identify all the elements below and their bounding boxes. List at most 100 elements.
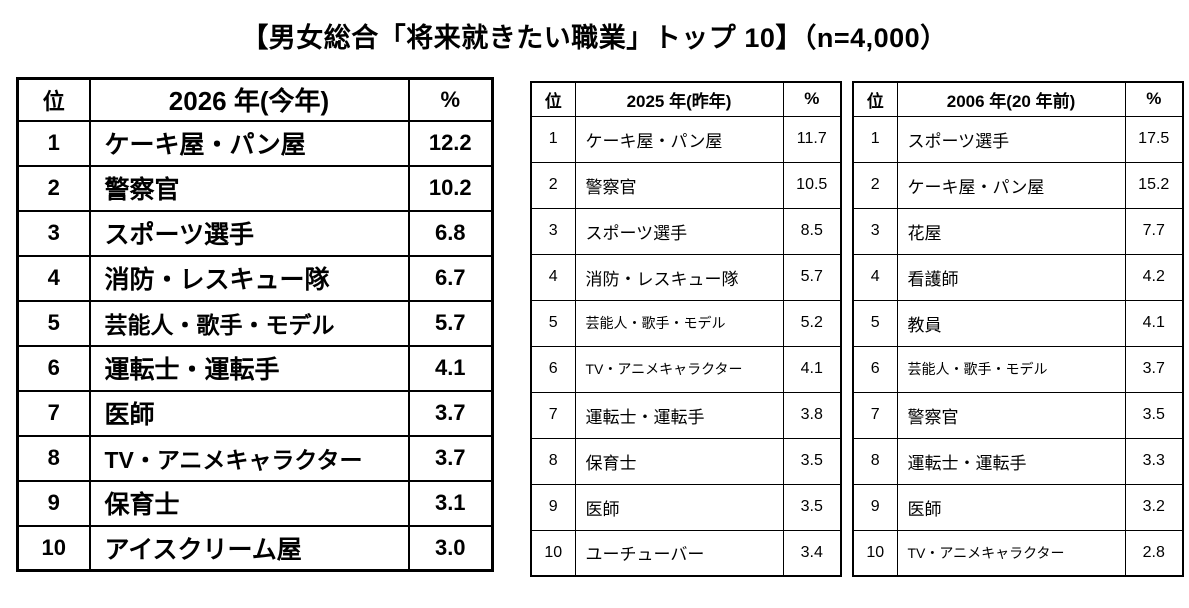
page-title: 【男女総合「将来就きたい職業」トップ 10】（n=4,000） [241,23,948,53]
table-row: 2 警察官 10.2 [16,164,494,212]
table-row: 1 ケーキ屋・パン屋 12.2 [16,119,494,167]
table-row: 7 医師 3.7 [16,389,494,437]
percent-cell: 3.3 [1124,437,1184,485]
rank-cell: 2 [852,161,898,209]
rank-cell: 8 [530,437,576,485]
rank-cell: 10 [852,529,898,577]
occupation-cell: スポーツ選手 [574,207,784,255]
occupation-cell: 医師 [88,389,410,437]
table-row: 6 TV・アニメキャラクター 4.1 [530,345,842,393]
tables-row: 位 2026 年(今年)% 1 ケーキ屋・パン屋 12.2 2 警察官 10.2 3 スポーツ選手… [0,77,1189,577]
occupation-cell: ユーチューバー [574,529,784,577]
occupation-cell: 看護師 [896,253,1126,301]
rank-cell: 3 [852,207,898,255]
table-2025: 位 2025 年(昨年)% 1 ケーキ屋・パン屋 11.7 2 警察官 10.5 3 スポーツ選手… [530,81,842,577]
rank-cell: 10 [16,524,91,572]
percent-cell: 3.5 [782,437,842,485]
percent-cell: 3.7 [1124,345,1184,393]
rank-cell: 5 [16,299,91,347]
rank-cell: 2 [530,161,576,209]
rank-header: 位 [530,81,576,117]
table-row: 8 TV・アニメキャラクター 3.7 [16,434,494,482]
percent-cell: 3.2 [1124,483,1184,531]
rank-cell: 7 [852,391,898,439]
rank-cell: 8 [16,434,91,482]
rank-cell: 9 [16,479,91,527]
rank-cell: 10 [530,529,576,577]
percent-cell: 8.5 [782,207,842,255]
percent-cell: 4.2 [1124,253,1184,301]
percent-cell: 2.8 [1124,529,1184,577]
header-row: 位 2025 年(昨年)% [530,81,842,117]
table-row: 1 ケーキ屋・パン屋 11.7 [530,115,842,163]
occupation-cell: 教員 [896,299,1126,347]
occupation-cell: スポーツ選手 [896,115,1126,163]
table-row: 9 保育士 3.1 [16,479,494,527]
occupation-cell: ケーキ屋・パン屋 [88,119,410,167]
occupation-cell: 運転士・運転手 [88,344,410,392]
percent-cell: 15.2 [1124,161,1184,209]
table-row: 9 医師 3.5 [530,483,842,531]
percent-cell: 10.5 [782,161,842,209]
occupation-cell: 消防・レスキュー隊 [88,254,410,302]
header-row: 位 2006 年(20 年前)% [852,81,1184,117]
occupation-cell: TV・アニメキャラクター [896,529,1126,577]
table-row: 8 保育士 3.5 [530,437,842,485]
occupation-cell: 保育士 [574,437,784,485]
year-header: 2026 年(今年) [88,77,410,122]
rank-cell: 8 [852,437,898,485]
table-row: 10 ユーチューバー 3.4 [530,529,842,577]
rank-cell: 6 [852,345,898,393]
table-row: 5 芸能人・歌手・モデル 5.7 [16,299,494,347]
occupation-cell: 芸能人・歌手・モデル [574,299,784,347]
rank-header: 位 [852,81,898,117]
percent-cell: 5.7 [407,299,494,347]
percent-cell: 17.5 [1124,115,1184,163]
table-row: 3 スポーツ選手 8.5 [530,207,842,255]
header-row: 位 2026 年(今年)% [16,77,494,122]
table-row: 10 アイスクリーム屋 3.0 [16,524,494,572]
occupation-cell: 花屋 [896,207,1126,255]
percent-cell: 4.1 [782,345,842,393]
table-row: 5 芸能人・歌手・モデル 5.2 [530,299,842,347]
table-row: 3 スポーツ選手 6.8 [16,209,494,257]
percent-cell: 3.5 [782,483,842,531]
percent-cell: 3.0 [407,524,494,572]
rank-cell: 1 [16,119,91,167]
occupation-cell: 保育士 [88,479,410,527]
rank-header: 位 [16,77,91,122]
table-row: 2 警察官 10.5 [530,161,842,209]
table-row: 1 スポーツ選手 17.5 [852,115,1184,163]
percent-cell: 5.2 [782,299,842,347]
rank-cell: 2 [16,164,91,212]
percent-cell: 6.7 [407,254,494,302]
percent-header: % [407,77,494,122]
table-row: 9 医師 3.2 [852,483,1184,531]
rank-cell: 9 [530,483,576,531]
rank-cell: 4 [530,253,576,301]
occupation-cell: 運転士・運転手 [574,391,784,439]
occupation-cell: 芸能人・歌手・モデル [88,299,410,347]
table-row: 5 教員 4.1 [852,299,1184,347]
occupation-cell: 医師 [896,483,1126,531]
table-row: 4 消防・レスキュー隊 6.7 [16,254,494,302]
occupation-cell: TV・アニメキャラクター [574,345,784,393]
table-2026: 位 2026 年(今年)% 1 ケーキ屋・パン屋 12.2 2 警察官 10.2 3 スポーツ選手… [16,77,494,572]
rank-cell: 5 [852,299,898,347]
year-header: 2006 年(20 年前) [896,81,1126,117]
rank-cell: 4 [852,253,898,301]
percent-cell: 6.8 [407,209,494,257]
table-row: 7 運転士・運転手 3.8 [530,391,842,439]
occupation-cell: 警察官 [88,164,410,212]
rank-cell: 7 [530,391,576,439]
year-header: 2025 年(昨年) [574,81,784,117]
rank-cell: 3 [530,207,576,255]
percent-cell: 3.5 [1124,391,1184,439]
occupation-cell: 警察官 [896,391,1126,439]
percent-cell: 4.1 [407,344,494,392]
rank-cell: 6 [530,345,576,393]
percent-cell: 5.7 [782,253,842,301]
occupation-cell: 芸能人・歌手・モデル [896,345,1126,393]
percent-cell: 3.8 [782,391,842,439]
